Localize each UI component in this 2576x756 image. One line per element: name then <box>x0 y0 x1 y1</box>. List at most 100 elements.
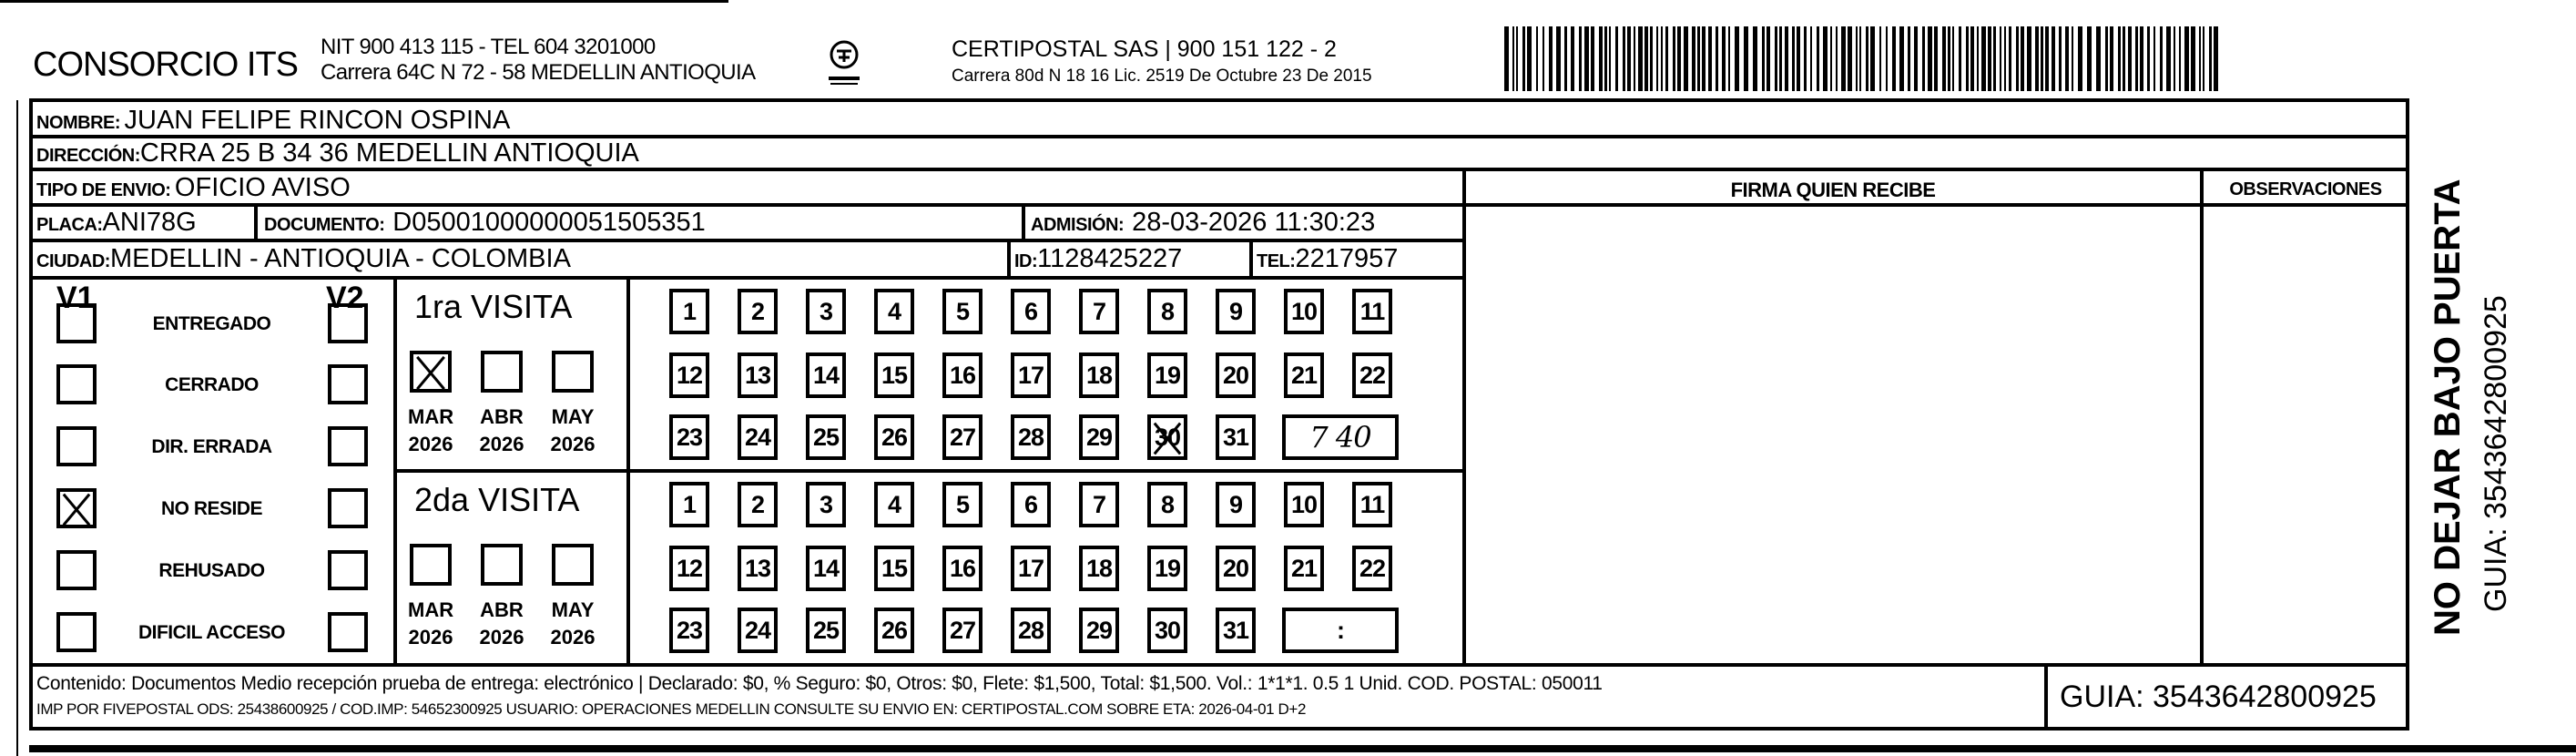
day-box[interactable]: 20 <box>1216 352 1256 398</box>
day-box[interactable]: 24 <box>738 608 778 653</box>
tel-value: 2217957 <box>1295 244 1399 273</box>
day-box[interactable]: 27 <box>942 608 983 653</box>
day-box[interactable]: 16 <box>942 352 983 398</box>
day-box[interactable]: 15 <box>874 546 914 591</box>
barcode-bar <box>2123 26 2125 91</box>
day-box[interactable]: 8 <box>1147 289 1187 334</box>
row-divider <box>29 203 2409 207</box>
day-box[interactable]: 18 <box>1079 352 1119 398</box>
day-box[interactable]: 4 <box>874 482 914 527</box>
day-box[interactable]: 20 <box>1216 546 1256 591</box>
day-box[interactable]: 1 <box>669 482 709 527</box>
day-box[interactable]: 2 <box>738 289 778 334</box>
day-box[interactable]: 6 <box>1011 289 1051 334</box>
v2-checkbox[interactable] <box>328 426 368 466</box>
day-box[interactable]: 9 <box>1216 289 1256 334</box>
day-box[interactable]: 23 <box>669 608 709 653</box>
day-box[interactable]: 12 <box>669 546 709 591</box>
day-box[interactable]: 6 <box>1011 482 1051 527</box>
v1-checkbox[interactable] <box>56 488 97 528</box>
day-box[interactable]: 1 <box>669 289 709 334</box>
month-checkbox[interactable] <box>481 544 523 586</box>
v1-checkbox[interactable] <box>56 550 97 590</box>
observaciones-area[interactable] <box>2204 208 2408 663</box>
day-box[interactable]: 15 <box>874 352 914 398</box>
day-box[interactable]: 24 <box>738 414 778 460</box>
day-box[interactable]: 21 <box>1284 546 1324 591</box>
day-box[interactable]: 3 <box>806 289 846 334</box>
day-box[interactable]: 10 <box>1284 289 1324 334</box>
barcode-bar <box>1848 26 1852 91</box>
v1-checkbox[interactable] <box>56 364 97 404</box>
day-box[interactable]: 17 <box>1011 352 1051 398</box>
day-box[interactable]: 5 <box>942 482 983 527</box>
day-box[interactable]: 5 <box>942 289 983 334</box>
day-box[interactable]: 25 <box>806 608 846 653</box>
day-box[interactable]: 13 <box>738 546 778 591</box>
v1-checkbox[interactable] <box>56 612 97 652</box>
day-box[interactable]: 31 <box>1216 608 1256 653</box>
day-box[interactable]: 11 <box>1352 482 1392 527</box>
day-box[interactable]: 14 <box>806 546 846 591</box>
day-box[interactable]: 26 <box>874 608 914 653</box>
day-box[interactable]: 10 <box>1284 482 1324 527</box>
day-box[interactable]: 7 <box>1079 482 1119 527</box>
day-box[interactable]: 30 <box>1147 414 1187 460</box>
time-box[interactable]: : <box>1282 608 1399 653</box>
day-box[interactable]: 26 <box>874 414 914 460</box>
v2-checkbox[interactable] <box>328 303 368 343</box>
v2-checkbox[interactable] <box>328 612 368 652</box>
day-box[interactable]: 18 <box>1079 546 1119 591</box>
month-checkbox[interactable] <box>552 544 594 586</box>
day-box[interactable]: 23 <box>669 414 709 460</box>
day-box[interactable]: 29 <box>1079 414 1119 460</box>
month-label: ABR 2026 <box>479 404 524 457</box>
day-box[interactable]: 29 <box>1079 608 1119 653</box>
day-box[interactable]: 17 <box>1011 546 1051 591</box>
v2-checkbox[interactable] <box>328 550 368 590</box>
barcode-bar <box>1856 26 1858 91</box>
day-box[interactable]: 19 <box>1147 546 1187 591</box>
month-checkbox[interactable] <box>481 351 523 393</box>
time-box[interactable]: 7 40 <box>1282 414 1399 460</box>
day-box[interactable]: 3 <box>806 482 846 527</box>
day-box[interactable]: 28 <box>1011 608 1051 653</box>
month-checkbox[interactable] <box>410 544 452 586</box>
day-box[interactable]: 27 <box>942 414 983 460</box>
month-checkbox[interactable] <box>552 351 594 393</box>
v1-checkbox[interactable] <box>56 426 97 466</box>
side-warning: NO DEJAR BAJO PUERTA <box>2428 179 2468 636</box>
day-box[interactable]: 8 <box>1147 482 1187 527</box>
day-box[interactable]: 13 <box>738 352 778 398</box>
barcode-bar <box>2199 26 2201 91</box>
day-box[interactable]: 12 <box>669 352 709 398</box>
day-box[interactable]: 30 <box>1147 608 1187 653</box>
tipo-label: TIPO DE ENVIO: <box>36 180 171 200</box>
day-box[interactable]: 2 <box>738 482 778 527</box>
day-box[interactable]: 9 <box>1216 482 1256 527</box>
v2-checkbox[interactable] <box>328 364 368 404</box>
barcode-bar <box>1792 26 1795 91</box>
day-box[interactable]: 22 <box>1352 352 1392 398</box>
day-box[interactable]: 14 <box>806 352 846 398</box>
ciudad-label: CIUDAD: <box>36 251 110 271</box>
month-checkbox[interactable] <box>410 351 452 393</box>
footer-line1: Contenido: Documentos Medio recepción pr… <box>36 673 1603 694</box>
row-divider <box>29 239 1466 242</box>
day-box[interactable]: 4 <box>874 289 914 334</box>
day-box[interactable]: 22 <box>1352 546 1392 591</box>
v1-checkbox[interactable] <box>56 303 97 343</box>
barcode-bar <box>1644 26 1648 91</box>
firma-header: FIRMA QUIEN RECIBE <box>1730 179 1936 201</box>
day-box[interactable]: 25 <box>806 414 846 460</box>
day-box[interactable]: 28 <box>1011 414 1051 460</box>
day-box[interactable]: 16 <box>942 546 983 591</box>
day-box[interactable]: 21 <box>1284 352 1324 398</box>
day-box[interactable]: 31 <box>1216 414 1256 460</box>
v2-checkbox[interactable] <box>328 488 368 528</box>
day-box[interactable]: 7 <box>1079 289 1119 334</box>
day-box[interactable]: 11 <box>1352 289 1392 334</box>
barcode-bar <box>2166 26 2171 91</box>
day-box[interactable]: 19 <box>1147 352 1187 398</box>
firma-area[interactable] <box>1466 208 2200 663</box>
